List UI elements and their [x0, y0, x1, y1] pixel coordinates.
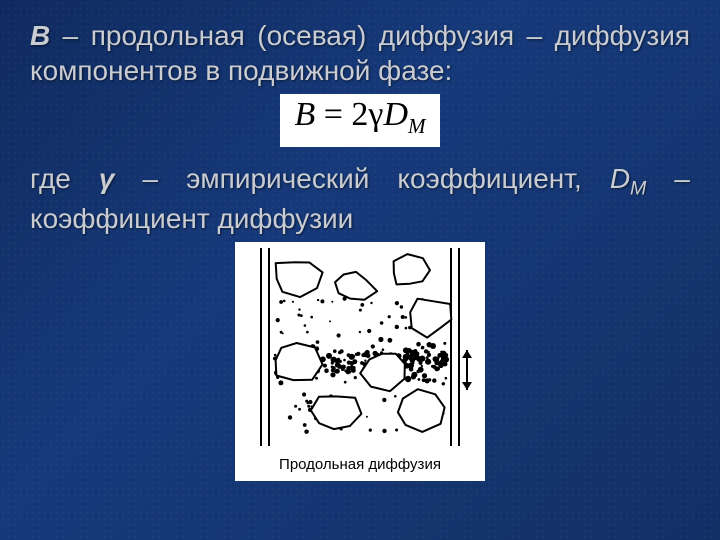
diagram-caption: Продольная диффузия	[235, 452, 485, 481]
term-B: B	[30, 20, 50, 51]
diffusion-svg	[235, 242, 485, 452]
definition-body: продольная (осевая) диффузия – диффузия …	[30, 20, 690, 86]
symbol-gamma: γ	[99, 163, 115, 194]
symbol-D: D	[610, 163, 630, 194]
formula-container: B = 2γDM	[30, 94, 690, 147]
diagram-container: Продольная диффузия	[30, 242, 690, 481]
symbol-M-sub: M	[630, 177, 646, 199]
slide: B – продольная (осевая) диффузия – диффу…	[0, 0, 720, 540]
formula-B: B = 2γDM	[280, 94, 439, 147]
paragraph-where: где γ – эмпирический коэффициент, DM – к…	[30, 161, 690, 236]
diffusion-diagram: Продольная диффузия	[235, 242, 485, 481]
paragraph-definition: B – продольная (осевая) диффузия – диффу…	[30, 18, 690, 88]
